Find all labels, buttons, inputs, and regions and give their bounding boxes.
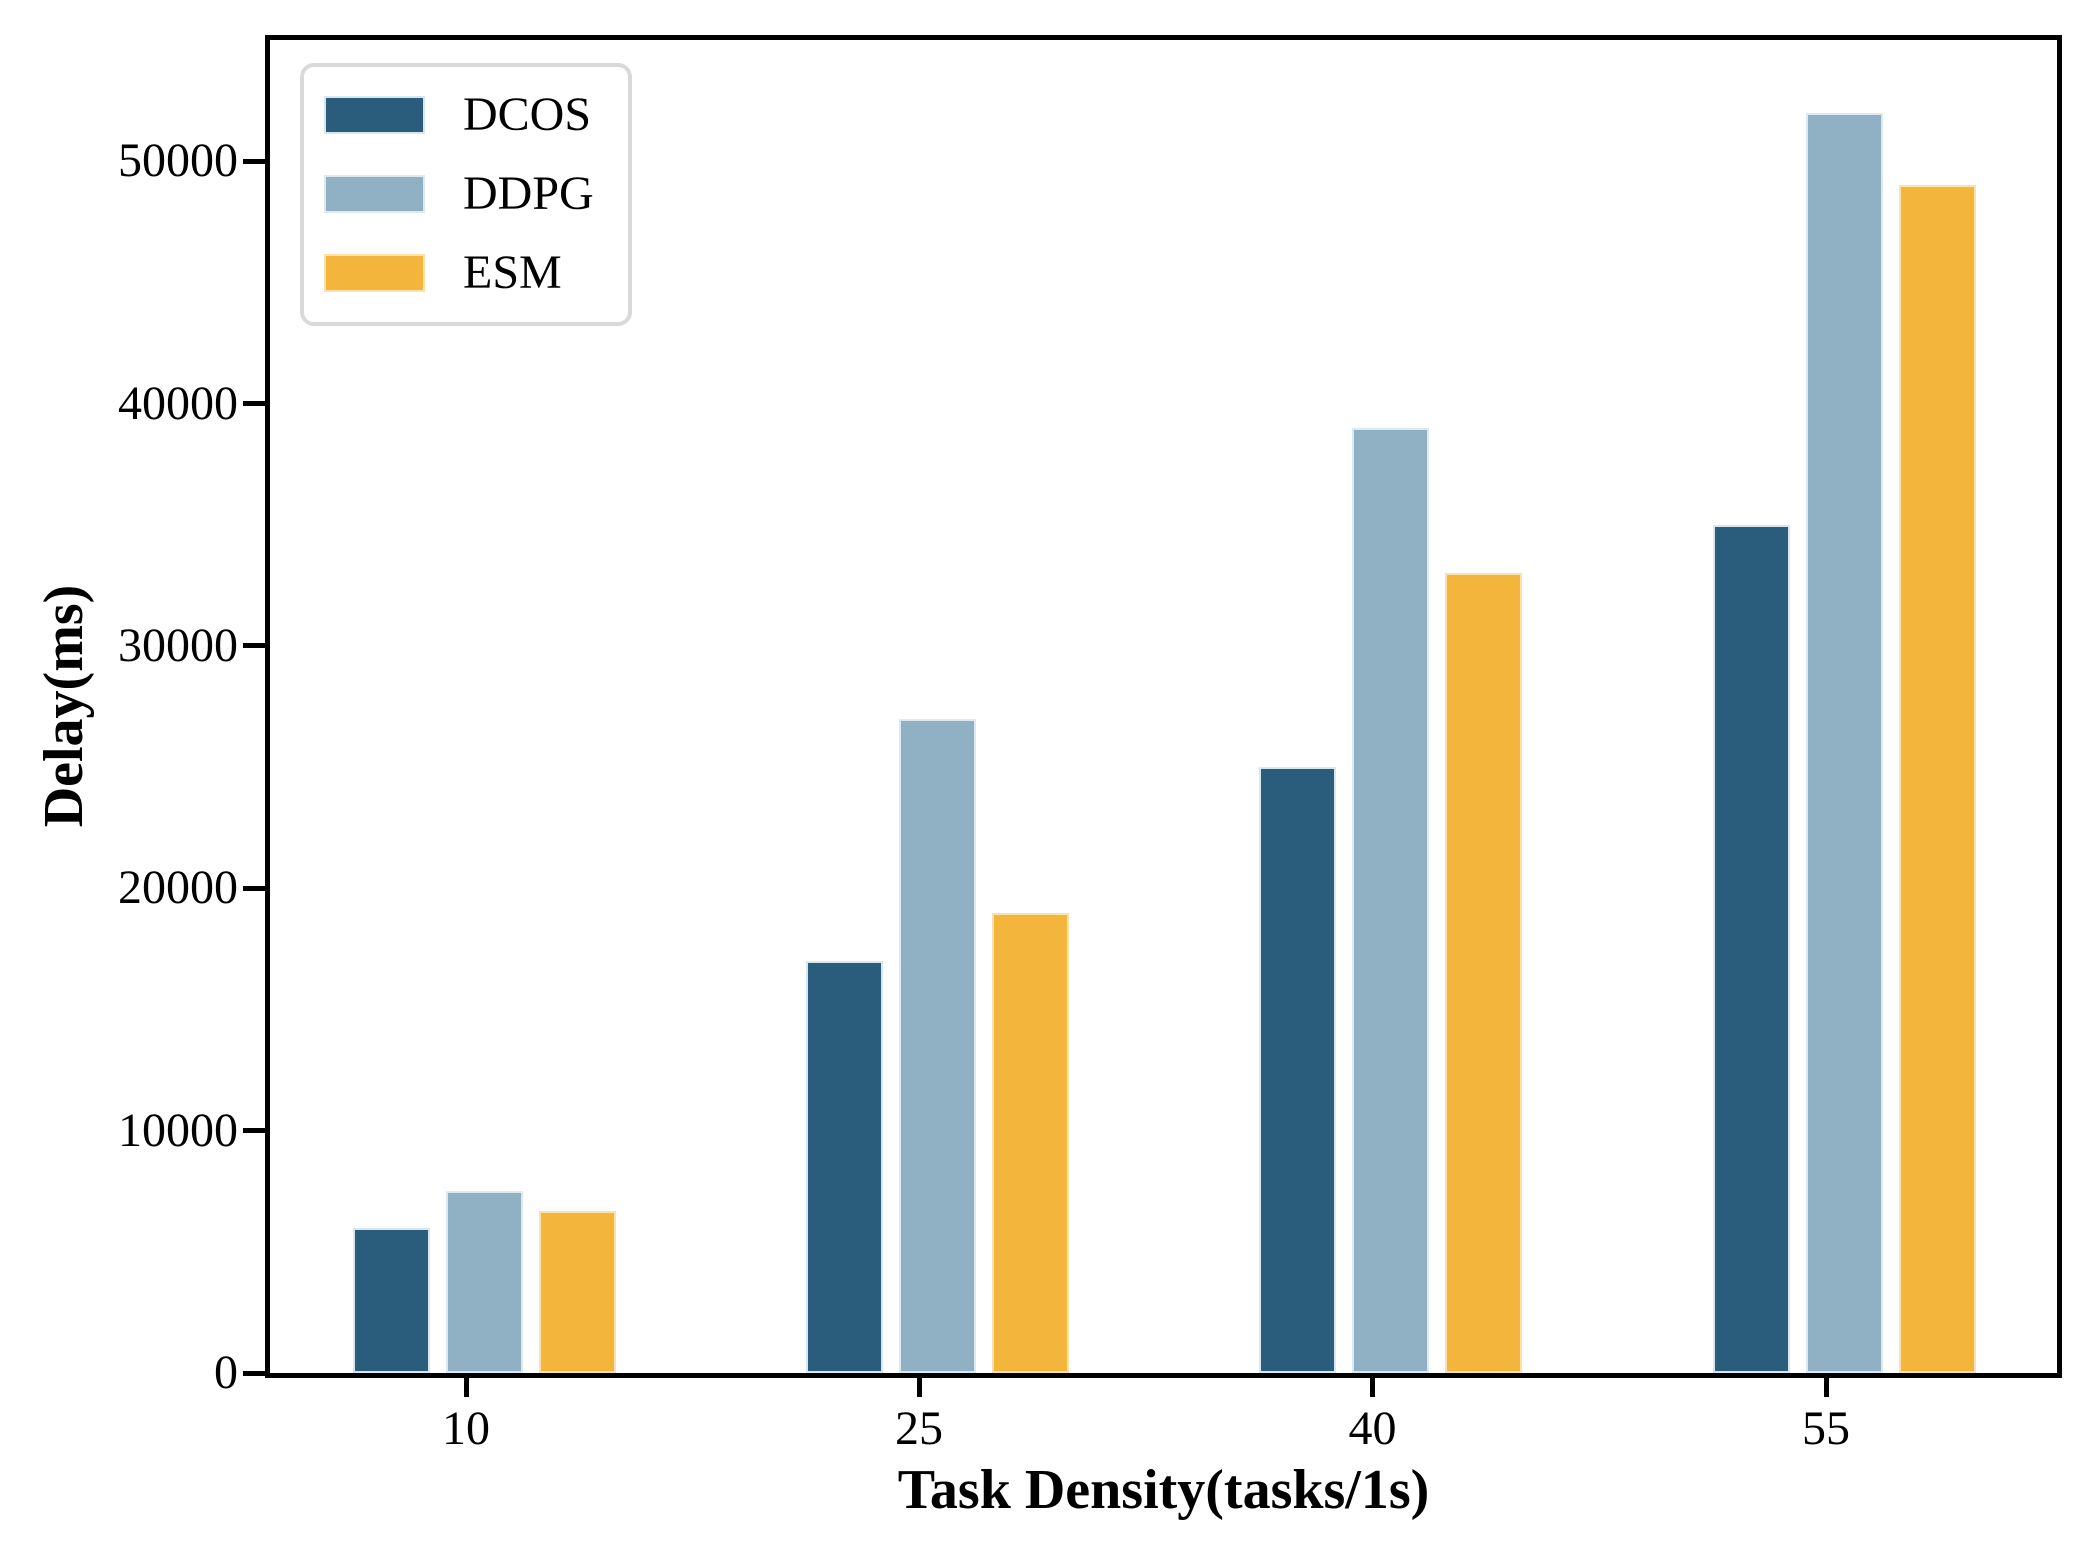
y-tick-mark [243, 158, 270, 164]
bar-dcos-10 [352, 1227, 430, 1373]
x-tick-mark [916, 1373, 922, 1397]
y-tick-label: 20000 [118, 861, 238, 915]
x-tick-mark [463, 1373, 469, 1397]
legend-item-esm: ESM [304, 233, 628, 312]
x-tick-label: 10 [442, 1402, 490, 1455]
legend-label: DDPG [463, 167, 594, 220]
y-tick-mark [243, 885, 270, 891]
legend-swatch-esm [324, 253, 425, 292]
y-tick-mark [243, 643, 270, 649]
x-axis-label: Task Density(tasks/1s) [897, 1459, 1430, 1521]
bar-esm-55 [1898, 185, 1976, 1373]
bar-dcos-55 [1712, 524, 1790, 1373]
y-tick-mark [243, 1370, 270, 1376]
bar-esm-40 [1445, 573, 1522, 1373]
y-tick-label: 0 [214, 1346, 238, 1399]
bar-dcos-25 [805, 960, 883, 1373]
bar-dcos-40 [1259, 767, 1336, 1373]
x-tick-label: 25 [895, 1402, 943, 1455]
x-tick-label: 55 [1802, 1402, 1850, 1455]
legend: DCOS DDPG ESM [300, 63, 632, 326]
plot-area: DCOS DDPG ESM [265, 35, 2062, 1378]
bar-ddpg-25 [898, 718, 976, 1373]
bar-esm-10 [538, 1210, 616, 1373]
y-tick-label: 30000 [118, 618, 238, 672]
legend-item-dcos: DCOS [304, 75, 628, 154]
legend-swatch-dcos [324, 95, 425, 134]
y-tick-label: 50000 [118, 134, 238, 188]
legend-label: ESM [463, 246, 562, 299]
x-tick-mark [1823, 1373, 1829, 1397]
x-tick-mark [1370, 1373, 1375, 1397]
y-tick-mark [243, 1128, 270, 1134]
bar-ddpg-40 [1352, 427, 1429, 1373]
legend-label: DCOS [463, 88, 592, 141]
x-tick-label: 40 [1348, 1402, 1397, 1455]
bar-ddpg-10 [445, 1191, 523, 1373]
y-tick-label: 10000 [118, 1103, 238, 1157]
y-tick-mark [243, 401, 270, 407]
legend-item-ddpg: DDPG [304, 154, 628, 233]
bar-esm-25 [991, 912, 1069, 1373]
bar-ddpg-55 [1805, 112, 1883, 1373]
y-tick-label: 40000 [118, 376, 238, 430]
legend-swatch-ddpg [324, 174, 425, 213]
